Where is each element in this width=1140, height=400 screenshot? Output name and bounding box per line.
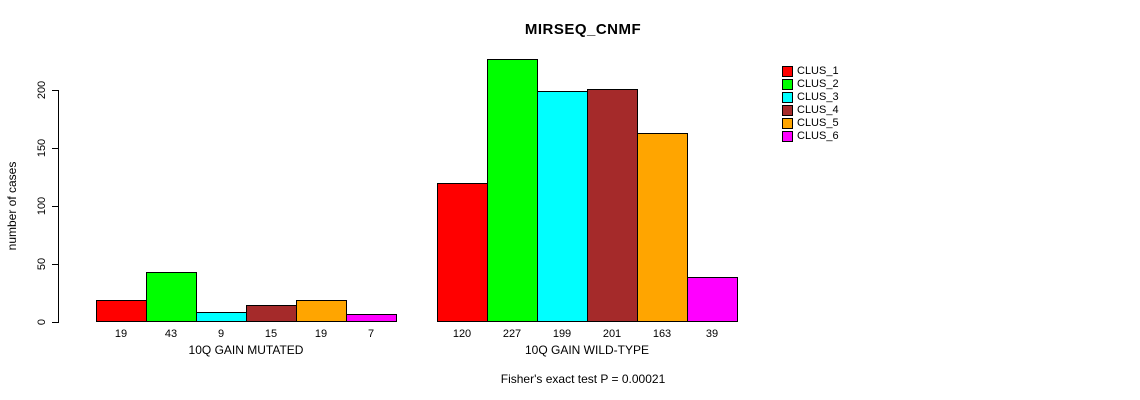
legend-item: CLUS_3 <box>782 91 839 104</box>
y-axis-tick-label: 200 <box>36 80 48 100</box>
x-category-label: 10Q GAIN WILD-TYPE <box>524 343 650 357</box>
legend-color-swatch <box>782 92 793 103</box>
chart-title: MIRSEQ_CNMF <box>524 21 642 38</box>
bar-value-label: 227 <box>502 328 522 340</box>
bar-clus_5-group1 <box>296 300 347 322</box>
bar-clus_3-group1 <box>196 312 247 322</box>
y-axis-tick <box>52 206 59 207</box>
legend-label: CLUS_4 <box>797 104 839 116</box>
bar-clus_1-group2 <box>437 183 488 322</box>
bar-clus_4-group1 <box>246 305 297 322</box>
legend-label: CLUS_6 <box>797 130 839 142</box>
bar-value-label: 19 <box>114 328 128 340</box>
bar-clus_2-group1 <box>146 272 197 322</box>
bar-value-label: 120 <box>452 328 472 340</box>
bar-value-label: 163 <box>652 328 672 340</box>
bar-clus_2-group2 <box>487 59 538 322</box>
bar-clus_1-group1 <box>96 300 147 322</box>
y-axis-tick <box>52 322 59 323</box>
y-axis-tick <box>52 148 59 149</box>
bar-clus_4-group2 <box>587 89 638 322</box>
y-axis-tick <box>52 90 59 91</box>
legend-label: CLUS_5 <box>797 117 839 129</box>
y-axis-tick-label: 100 <box>36 196 48 216</box>
legend-item: CLUS_4 <box>782 104 839 117</box>
legend-label: CLUS_2 <box>797 78 839 90</box>
legend-item: CLUS_6 <box>782 130 839 143</box>
legend-color-swatch <box>782 105 793 116</box>
y-axis-tick <box>52 264 59 265</box>
bar-clus_6-group2 <box>687 277 738 322</box>
y-axis-label: number of cases <box>5 161 19 251</box>
bar-value-label: 15 <box>264 328 278 340</box>
bar-value-label: 43 <box>164 328 178 340</box>
legend-item: CLUS_1 <box>782 65 839 78</box>
legend-item: CLUS_2 <box>782 78 839 91</box>
legend-color-swatch <box>782 118 793 129</box>
legend-item: CLUS_5 <box>782 117 839 130</box>
legend-label: CLUS_1 <box>797 65 839 77</box>
legend-color-swatch <box>782 131 793 142</box>
legend-label: CLUS_3 <box>797 91 839 103</box>
bar-clus_6-group1 <box>346 314 397 322</box>
fisher-test-note: Fisher's exact test P = 0.00021 <box>500 372 666 386</box>
bar-value-label: 199 <box>552 328 572 340</box>
bar-value-label: 201 <box>602 328 622 340</box>
legend-color-swatch <box>782 79 793 90</box>
y-axis-tick-label: 150 <box>36 138 48 158</box>
bar-value-label: 19 <box>314 328 328 340</box>
bar-value-label: 39 <box>705 328 719 340</box>
legend: CLUS_1 CLUS_2 CLUS_3 CLUS_4 CLUS_5 CLUS_6 <box>782 65 839 143</box>
legend-color-swatch <box>782 66 793 77</box>
y-axis-tick-label: 0 <box>36 318 48 326</box>
y-axis-tick-label: 50 <box>36 257 48 271</box>
x-category-label: 10Q GAIN MUTATED <box>188 343 304 357</box>
bar-value-label: 9 <box>217 328 225 340</box>
bar-clus_5-group2 <box>637 133 688 322</box>
bar-clus_3-group2 <box>537 91 588 322</box>
bar-value-label: 7 <box>367 328 375 340</box>
